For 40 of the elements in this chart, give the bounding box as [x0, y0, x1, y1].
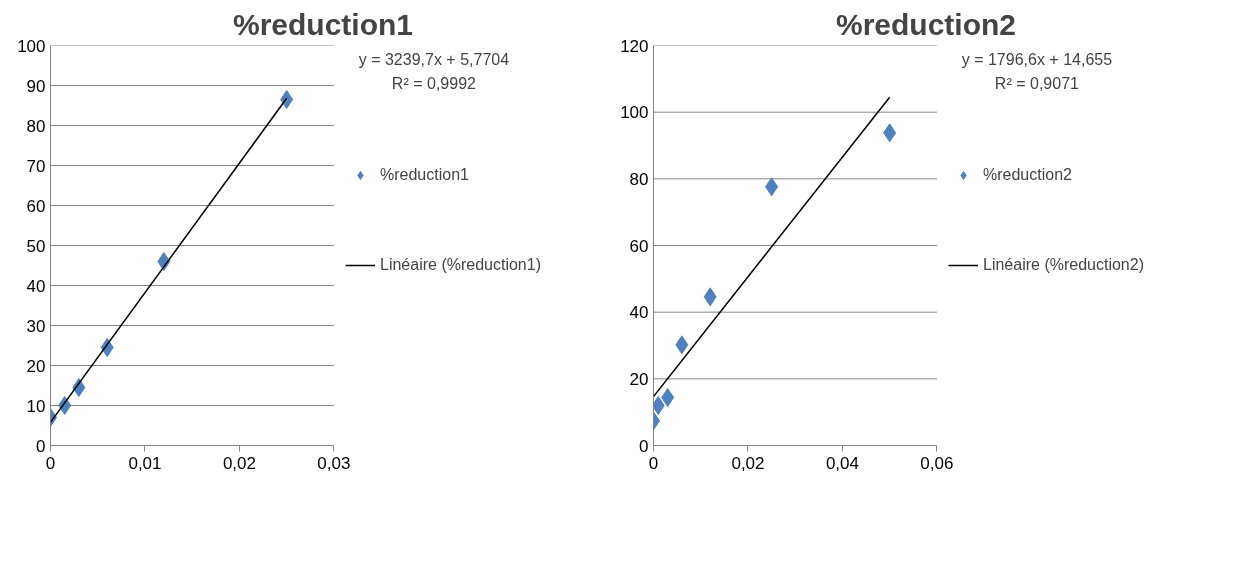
- y-tick-label: 60: [26, 196, 46, 216]
- y-tick-label: 30: [26, 316, 46, 336]
- legend-label: Linéaire (%reduction1): [380, 256, 541, 274]
- y-tick-label: 0: [639, 436, 649, 456]
- text: y = 1796,6x + 14,655: [961, 50, 1113, 68]
- x-tick-label: 0,01: [128, 453, 162, 473]
- x-tick-label: 0,06: [920, 453, 954, 473]
- text: R² = 0,9992: [391, 74, 477, 92]
- y-tick-label: 60: [629, 236, 649, 256]
- y-tick-label: 20: [629, 369, 649, 389]
- y-tick-label: 70: [26, 156, 46, 176]
- legend-label: Linéaire (%reduction2): [983, 256, 1144, 274]
- y-tick-label: 50: [26, 236, 46, 256]
- text: R² = 0,9071: [994, 74, 1080, 92]
- y-tick-label: 80: [629, 169, 649, 189]
- point: [661, 388, 675, 407]
- text: y = 3239,7x + 5,7704: [358, 50, 510, 68]
- point: [280, 90, 294, 109]
- point: [765, 177, 779, 197]
- y-tick-label: 0: [36, 436, 46, 456]
- legend-label: %reduction2: [983, 166, 1072, 184]
- y-tick-label: 40: [26, 276, 46, 296]
- y-tick-label: 40: [629, 303, 649, 323]
- y-tick-label: 20: [26, 356, 46, 376]
- y-tick-label: 90: [26, 76, 46, 96]
- x-tick-label: 0,02: [222, 453, 256, 473]
- point: [883, 123, 897, 143]
- point: [675, 335, 689, 355]
- y-tick-label: 10: [26, 396, 46, 416]
- y-tick-label: 100: [620, 103, 649, 123]
- chart-title: %reduction2: [835, 7, 1017, 41]
- legend-label: %reduction1: [380, 166, 469, 184]
- x-tick-label: 0,03: [317, 453, 351, 473]
- y-tick-label: 120: [620, 36, 649, 56]
- x-tick-label: 0,04: [825, 453, 859, 473]
- y-tick-label: 100: [17, 36, 46, 56]
- x-tick-label: 0,02: [731, 453, 765, 473]
- chart-title: %reduction1: [232, 7, 414, 41]
- y-tick-label: 80: [26, 116, 46, 136]
- point: [703, 287, 717, 307]
